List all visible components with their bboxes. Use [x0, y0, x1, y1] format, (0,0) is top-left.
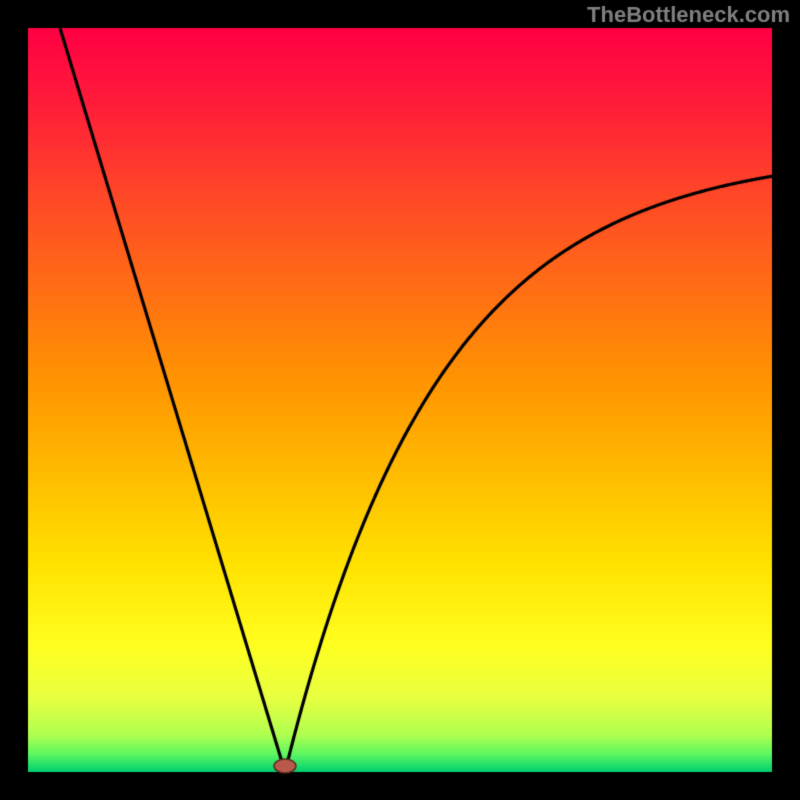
bottleneck-chart	[0, 0, 800, 800]
